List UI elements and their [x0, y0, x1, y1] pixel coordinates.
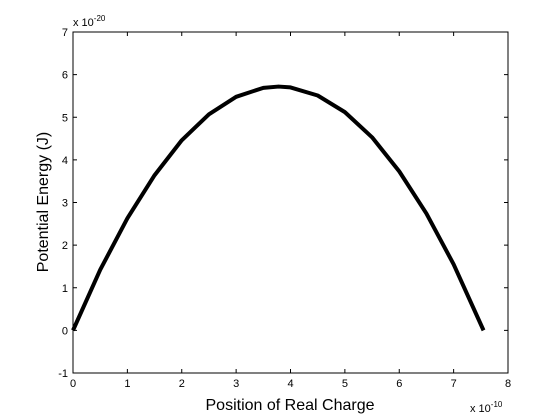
x-tick-label: 4	[287, 378, 293, 390]
x-tick-label: 7	[451, 378, 457, 390]
y-axis-title: Potential Energy (J)	[35, 132, 52, 273]
y-multiplier-exponent: -20	[94, 14, 106, 23]
x-multiplier-base: x 10	[470, 403, 491, 415]
x-axis-title: Position of Real Charge	[206, 397, 375, 414]
y-tick-label: 2	[62, 240, 68, 252]
x-multiplier-exponent: -10	[491, 400, 503, 409]
y-multiplier-base: x 10	[73, 17, 94, 29]
y-tick-label: 0	[62, 325, 68, 337]
y-tick-label: 6	[62, 70, 68, 82]
y-tick-label: -1	[58, 368, 68, 380]
y-tick-label: 4	[62, 155, 68, 167]
y-tick-label: 1	[62, 283, 68, 295]
y-tick-label: 7	[62, 27, 68, 39]
x-tick-label: 5	[342, 378, 348, 390]
x-multiplier: x 10-10	[470, 400, 503, 415]
data-line	[71, 84, 486, 332]
y-multiplier: x 10-20	[73, 14, 106, 29]
x-tick-label: 0	[70, 378, 76, 390]
y-tick-label: 5	[62, 112, 68, 124]
x-tick-label: 6	[396, 378, 402, 390]
x-tick-label: 2	[179, 378, 185, 390]
x-tick-label: 1	[124, 378, 130, 390]
x-tick-label: 3	[233, 378, 239, 390]
x-tick-label: 8	[505, 378, 511, 390]
y-tick-label: 3	[62, 198, 68, 210]
